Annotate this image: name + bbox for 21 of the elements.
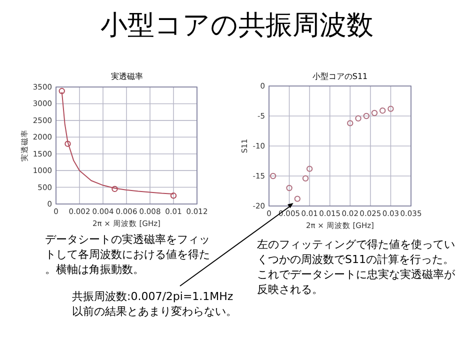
point: [371, 110, 378, 116]
point: [270, 172, 276, 180]
chart-title: 小型コアのS11: [312, 72, 368, 81]
point: [347, 120, 354, 126]
text: 左のフィッティングで得た値を使っていくつかの周波数でS11の計算を行った。これでデータシートに忠実な実透磁率が反映される。: [257, 238, 456, 296]
point: [363, 112, 370, 120]
point: [64, 140, 71, 147]
point: [306, 166, 313, 172]
point: [170, 192, 177, 199]
point: [58, 88, 65, 94]
point: [380, 108, 386, 114]
annotation: 共振周波数:0.007/2pi=1.1MHz 以前の結果とあまり変わらない。: [72, 290, 237, 318]
point: [302, 175, 309, 182]
text: データシートの実透磁率をフィットして各周波数における値を得た。横軸は角振動数。: [45, 233, 210, 276]
point: [355, 115, 362, 122]
chart-title: 実透磁率: [111, 72, 143, 81]
point: [294, 196, 300, 202]
point: [286, 184, 292, 192]
point: [388, 106, 394, 112]
text: 小型コアの共振周波数: [100, 10, 374, 41]
point: [112, 186, 118, 192]
